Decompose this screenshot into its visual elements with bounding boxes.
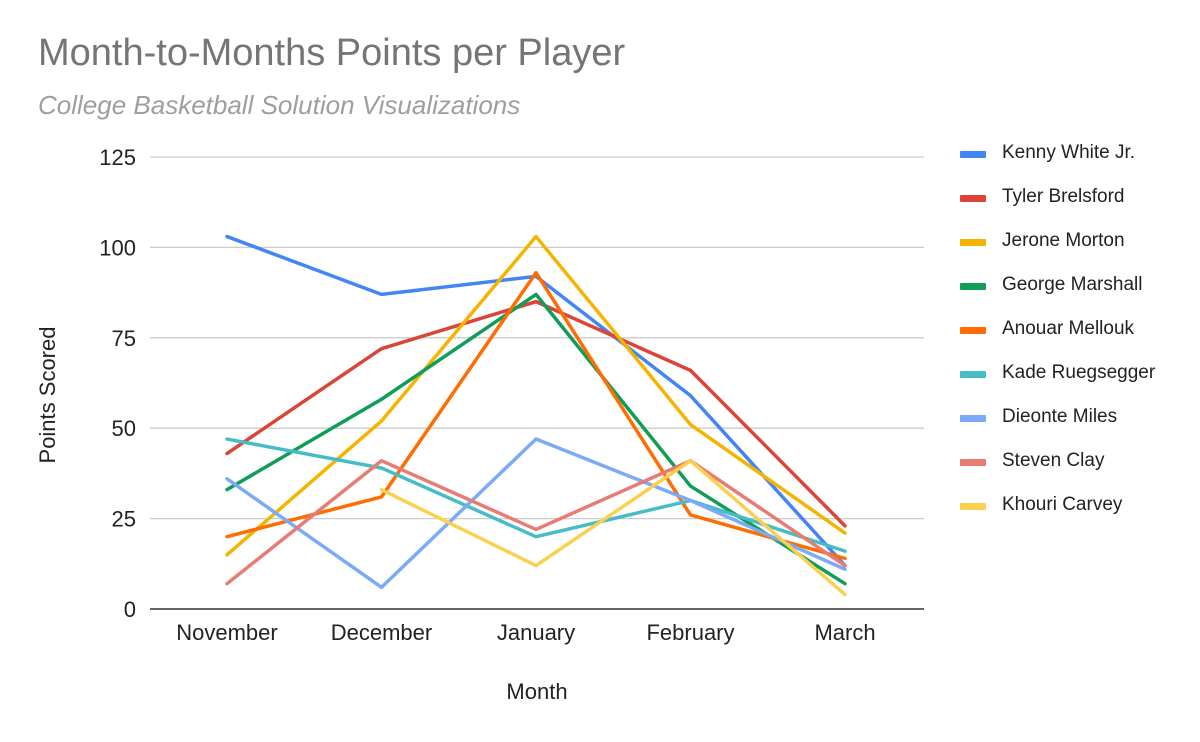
legend-label: Kenny White Jr. xyxy=(1002,142,1136,163)
x-tick-label: March xyxy=(814,620,875,645)
legend-item: Kade Ruegsegger xyxy=(960,359,1190,389)
legend-item: Steven Clay xyxy=(960,447,1190,477)
legend-swatch xyxy=(960,459,986,466)
x-axis-title: Month xyxy=(506,679,567,704)
y-tick-label: 75 xyxy=(112,326,136,351)
legend-swatch xyxy=(960,415,986,422)
x-tick-label: December xyxy=(331,620,432,645)
legend-item: Anouar Mellouk xyxy=(960,315,1190,345)
y-tick-label: 50 xyxy=(112,416,136,441)
x-tick-label: February xyxy=(646,620,734,645)
legend-item: Dieonte Miles xyxy=(960,403,1190,433)
legend-label: Kade Ruegsegger xyxy=(1002,362,1156,383)
legend-label: Tyler Brelsford xyxy=(1002,186,1125,207)
series-line-1 xyxy=(225,299,847,528)
legend-swatch xyxy=(960,283,986,290)
y-tick-label: 125 xyxy=(99,145,136,170)
y-axis-title: Points Scored xyxy=(35,327,60,464)
y-tick-label: 0 xyxy=(124,597,136,622)
legend-swatch xyxy=(960,503,986,510)
legend-item: George Marshall xyxy=(960,271,1190,301)
x-axis-ticks: November December January February March xyxy=(176,620,875,645)
series-lines xyxy=(225,234,847,597)
legend-label: Jerone Morton xyxy=(1002,230,1125,251)
series-line-7 xyxy=(225,458,847,586)
gridlines xyxy=(150,156,924,520)
legend-label: Steven Clay xyxy=(1002,450,1105,471)
chart-subtitle: College Basketball Solution Visualizatio… xyxy=(38,90,521,120)
legend-label: Dieonte Miles xyxy=(1002,406,1118,427)
legend-swatch xyxy=(960,371,986,378)
series-line-5 xyxy=(225,437,847,553)
series-line-2 xyxy=(225,234,847,557)
legend-swatch xyxy=(960,327,986,334)
y-axis-ticks: 0 25 50 75 100 125 xyxy=(99,145,136,622)
x-tick-label: January xyxy=(497,620,575,645)
legend-label: George Marshall xyxy=(1002,274,1143,295)
legend-item: Tyler Brelsford xyxy=(960,183,1190,213)
legend-item: Jerone Morton xyxy=(960,227,1190,257)
series-line-6 xyxy=(225,437,847,590)
legend-item: Kenny White Jr. xyxy=(960,139,1190,169)
legend-label: Anouar Mellouk xyxy=(1002,318,1135,339)
x-tick-label: November xyxy=(176,620,277,645)
legend-label: Khouri Carvey xyxy=(1002,494,1123,515)
chart-title: Month-to-Months Points per Player xyxy=(38,32,626,74)
y-tick-label: 100 xyxy=(99,235,136,260)
legend-swatch xyxy=(960,239,986,246)
series-line-8 xyxy=(379,458,847,597)
y-tick-label: 25 xyxy=(112,507,136,532)
legend-item: Khouri Carvey xyxy=(960,491,1190,521)
series-line-0 xyxy=(225,234,847,568)
legend-swatch xyxy=(960,195,986,202)
series-line-4 xyxy=(225,270,847,561)
legend-swatch xyxy=(960,151,986,158)
